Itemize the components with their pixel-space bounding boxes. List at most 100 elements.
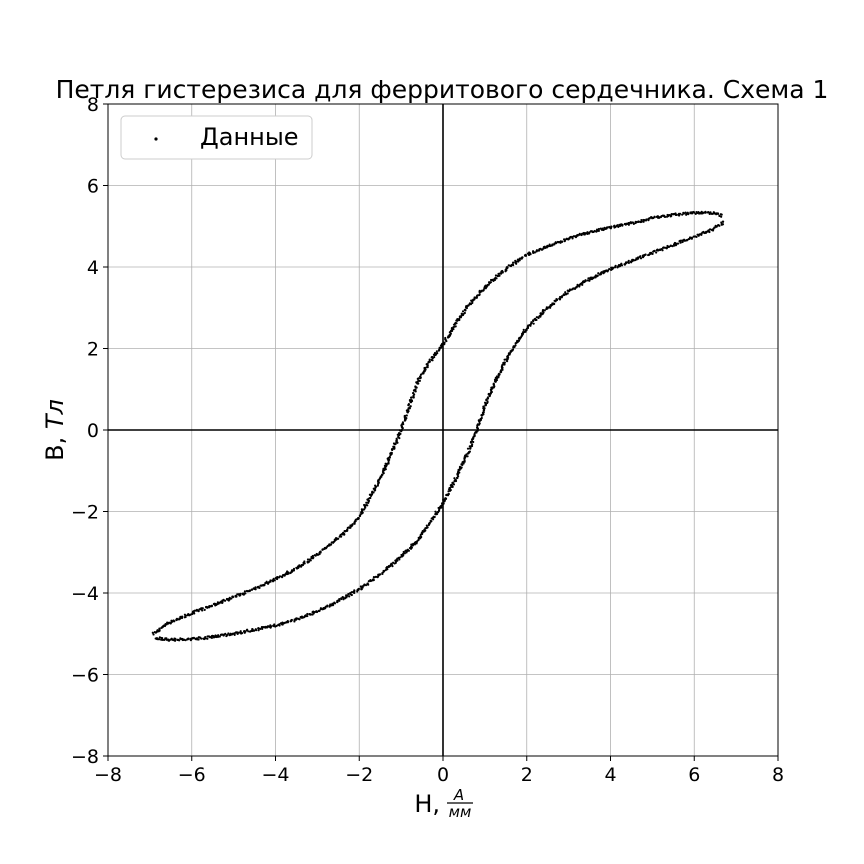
x-tick-label: −4 bbox=[261, 764, 289, 786]
data-point bbox=[244, 592, 247, 595]
data-point bbox=[407, 549, 410, 552]
data-point bbox=[473, 296, 476, 299]
data-point bbox=[529, 324, 532, 327]
x-tick-label: −6 bbox=[178, 764, 206, 786]
data-point bbox=[412, 392, 415, 395]
data-point bbox=[532, 319, 535, 323]
data-point bbox=[710, 228, 713, 231]
data-point bbox=[683, 239, 686, 242]
data-point bbox=[356, 590, 359, 593]
data-point bbox=[715, 225, 718, 228]
data-point bbox=[206, 637, 209, 640]
data-point bbox=[709, 211, 712, 214]
data-point bbox=[560, 296, 563, 299]
data-point bbox=[559, 295, 562, 299]
data-point bbox=[477, 423, 481, 426]
x-tick-label: −8 bbox=[94, 764, 122, 786]
data-point bbox=[442, 498, 445, 501]
x-axis-unit-numerator: A bbox=[453, 786, 464, 804]
data-point bbox=[496, 274, 499, 277]
data-point bbox=[210, 634, 213, 638]
data-point bbox=[243, 590, 247, 593]
data-point bbox=[258, 586, 261, 589]
y-tick-label: 8 bbox=[87, 94, 99, 116]
data-point bbox=[396, 441, 399, 444]
data-point bbox=[670, 213, 673, 216]
data-point bbox=[197, 636, 201, 639]
data-point bbox=[241, 593, 244, 596]
data-point bbox=[630, 261, 633, 264]
x-tick-label: 4 bbox=[604, 764, 616, 786]
data-point bbox=[469, 447, 472, 450]
data-point bbox=[206, 606, 209, 609]
data-point bbox=[444, 336, 447, 340]
data-point bbox=[453, 477, 456, 480]
data-point bbox=[524, 254, 528, 257]
data-point bbox=[484, 404, 487, 407]
data-point bbox=[440, 506, 443, 509]
data-point bbox=[553, 299, 556, 302]
x-tick-label: −2 bbox=[345, 764, 373, 786]
data-point bbox=[663, 215, 667, 219]
data-point bbox=[432, 515, 435, 518]
data-point bbox=[423, 528, 426, 531]
data-point bbox=[251, 629, 254, 632]
data-point bbox=[191, 612, 194, 616]
data-point bbox=[425, 524, 428, 527]
x-tick-label: 6 bbox=[688, 764, 700, 786]
data-point bbox=[529, 252, 532, 255]
data-point bbox=[272, 624, 275, 627]
data-point bbox=[239, 630, 242, 633]
data-point bbox=[392, 561, 395, 564]
data-point bbox=[587, 277, 590, 280]
data-point bbox=[197, 638, 200, 641]
data-point bbox=[418, 379, 421, 382]
data-point bbox=[653, 216, 656, 219]
data-point bbox=[704, 231, 707, 234]
data-point bbox=[597, 272, 600, 275]
data-point bbox=[321, 608, 324, 611]
data-point bbox=[153, 631, 156, 634]
data-point bbox=[383, 464, 386, 467]
legend-box bbox=[120, 115, 313, 160]
data-point bbox=[410, 399, 414, 402]
data-point bbox=[534, 318, 537, 322]
data-point bbox=[376, 484, 379, 487]
data-point bbox=[557, 241, 560, 244]
data-point bbox=[478, 420, 481, 423]
data-point bbox=[717, 212, 720, 215]
data-point bbox=[659, 215, 663, 219]
data-point bbox=[520, 257, 523, 260]
data-point bbox=[426, 363, 429, 366]
data-point bbox=[160, 638, 163, 641]
data-point bbox=[210, 636, 214, 639]
data-point bbox=[431, 359, 434, 362]
data-point bbox=[342, 596, 345, 599]
data-point bbox=[198, 608, 201, 611]
data-point bbox=[376, 575, 379, 578]
data-point bbox=[696, 233, 699, 236]
data-point bbox=[613, 224, 616, 227]
x-tick-label: 0 bbox=[437, 764, 449, 786]
data-point bbox=[428, 360, 431, 363]
data-point bbox=[410, 543, 413, 546]
data-point bbox=[417, 538, 420, 542]
data-point bbox=[511, 261, 515, 264]
data-point bbox=[245, 629, 248, 632]
y-tick-label: 0 bbox=[87, 420, 99, 442]
data-point bbox=[514, 342, 517, 345]
data-point bbox=[486, 400, 489, 403]
data-point bbox=[517, 260, 520, 263]
data-point bbox=[264, 626, 267, 629]
data-point bbox=[426, 366, 429, 369]
data-point bbox=[472, 298, 475, 301]
data-point bbox=[551, 302, 554, 305]
data-point bbox=[507, 264, 510, 267]
data-point bbox=[655, 251, 658, 254]
data-point bbox=[578, 285, 581, 288]
data-point bbox=[393, 442, 396, 446]
data-point bbox=[361, 585, 364, 588]
data-point bbox=[457, 475, 460, 478]
data-point bbox=[359, 585, 362, 588]
data-point bbox=[311, 554, 314, 558]
